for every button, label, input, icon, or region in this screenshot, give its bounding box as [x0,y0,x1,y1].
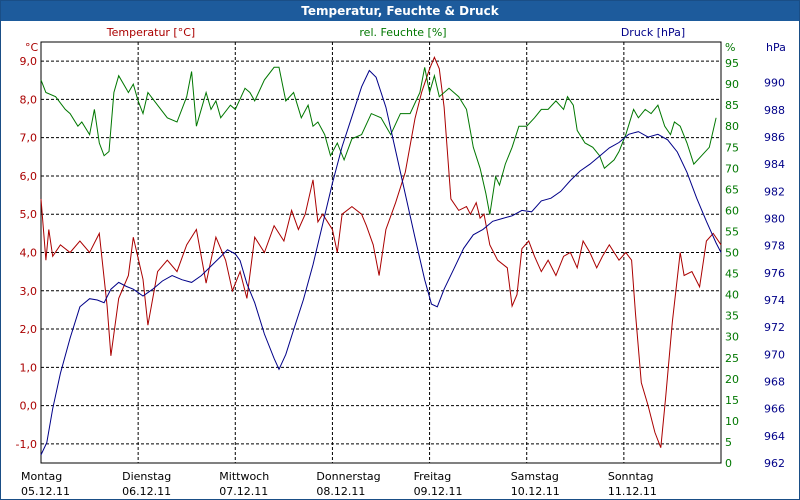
humidity-tick-label: 20 [725,373,739,386]
pressure-tick-label: 962 [764,457,785,470]
humidity-tick-label: 45 [725,268,739,281]
x-date-label: 06.12.11 [122,485,171,498]
temperature-tick-label: 6,0 [20,170,38,183]
humidity-tick-label: 0 [725,457,732,470]
grid-lines [41,42,721,463]
temperature-tick-label: 1,0 [20,361,38,374]
pressure-tick-label: 964 [764,430,785,443]
x-date-label: 10.12.11 [511,485,560,498]
humidity-tick-label: 10 [725,415,739,428]
x-day-label: Montag [21,470,62,483]
pressure-tick-label: 980 [764,213,785,226]
humidity-tick-label: 40 [725,289,739,302]
x-day-label: Mittwoch [219,470,269,483]
humidity-axis-ticks: 0 5 10 15 20 25 30 35 40 45 50 55 60 65 70 75 80 85 90 95 [725,57,739,470]
x-date-label: 07.12.11 [219,485,268,498]
pressure-tick-label: 974 [764,294,785,307]
humidity-tick-label: 15 [725,394,739,407]
pressure-axis-ticks: 962 964 966 968 970 972 974 976 978 980 982 984 986 9… [764,77,785,470]
temperature-unit-label: °C [25,41,39,54]
pressure-unit-label: hPa [766,41,786,54]
pressure-tick-label: 978 [764,240,785,253]
humidity-unit-label: % [725,41,735,54]
pressure-tick-label: 972 [764,321,785,334]
humidity-tick-label: 25 [725,352,739,365]
x-day-label: Samstag [511,470,559,483]
x-date-label: 08.12.11 [316,485,365,498]
temperature-tick-label: 2,0 [20,323,38,336]
pressure-tick-label: 984 [764,158,785,171]
temperature-axis-title: Temperatur [°C] [106,26,195,39]
humidity-tick-label: 35 [725,310,739,323]
pressure-tick-label: 976 [764,267,785,280]
x-day-label: Dienstag [122,470,171,483]
x-axis-labels: Montag 05.12.11 Dienstag 06.12.11 Mittwoch 07… [21,470,657,498]
pressure-axis-title: Druck [hPa] [621,26,685,39]
humidity-tick-label: 90 [725,78,739,91]
x-day-label: Freitag [414,470,452,483]
series-line-temperature [40,56,722,448]
temperature-tick-label: 4,0 [20,247,38,260]
temperature-axis-ticks: -1,0 0,0 1,0 2,0 3,0 4,0 5,0 6,0 7,0 8,0 9,0 [16,55,37,451]
pressure-tick-label: 990 [764,77,785,90]
x-day-label: Sonntag [608,470,654,483]
x-date-label: 11.12.11 [608,485,657,498]
x-date-label: 09.12.11 [414,485,463,498]
pressure-tick-label: 982 [764,185,785,198]
humidity-tick-label: 95 [725,57,739,70]
humidity-tick-label: 60 [725,204,739,217]
humidity-tick-label: 55 [725,225,739,238]
humidity-tick-label: 80 [725,120,739,133]
series-lines [40,56,722,456]
humidity-tick-label: 65 [725,183,739,196]
humidity-tick-label: 85 [725,99,739,112]
humidity-tick-label: 70 [725,162,739,175]
temperature-tick-label: 9,0 [20,55,38,68]
humidity-tick-label: 75 [725,141,739,154]
x-day-label: Donnerstag [316,470,380,483]
pressure-tick-label: 970 [764,348,785,361]
temperature-tick-label: 3,0 [20,285,38,298]
series-line-humidity [40,66,717,215]
pressure-tick-label: 986 [764,131,785,144]
temperature-tick-label: 7,0 [20,132,38,145]
x-date-label: 05.12.11 [21,485,70,498]
humidity-tick-label: 5 [725,436,732,449]
pressure-tick-label: 966 [764,403,785,416]
series-line-pressure [40,69,722,456]
humidity-axis-title: rel. Feuchte [%] [359,26,446,39]
temperature-tick-label: 5,0 [20,208,38,221]
humidity-tick-label: 30 [725,331,739,344]
temperature-tick-label: 8,0 [20,93,38,106]
temperature-tick-label: 0,0 [20,400,38,413]
pressure-tick-label: 988 [764,104,785,117]
pressure-tick-label: 968 [764,376,785,389]
humidity-tick-label: 50 [725,247,739,260]
temperature-tick-label: -1,0 [16,438,37,451]
window-title: Temperatur, Feuchte & Druck [1,1,799,21]
